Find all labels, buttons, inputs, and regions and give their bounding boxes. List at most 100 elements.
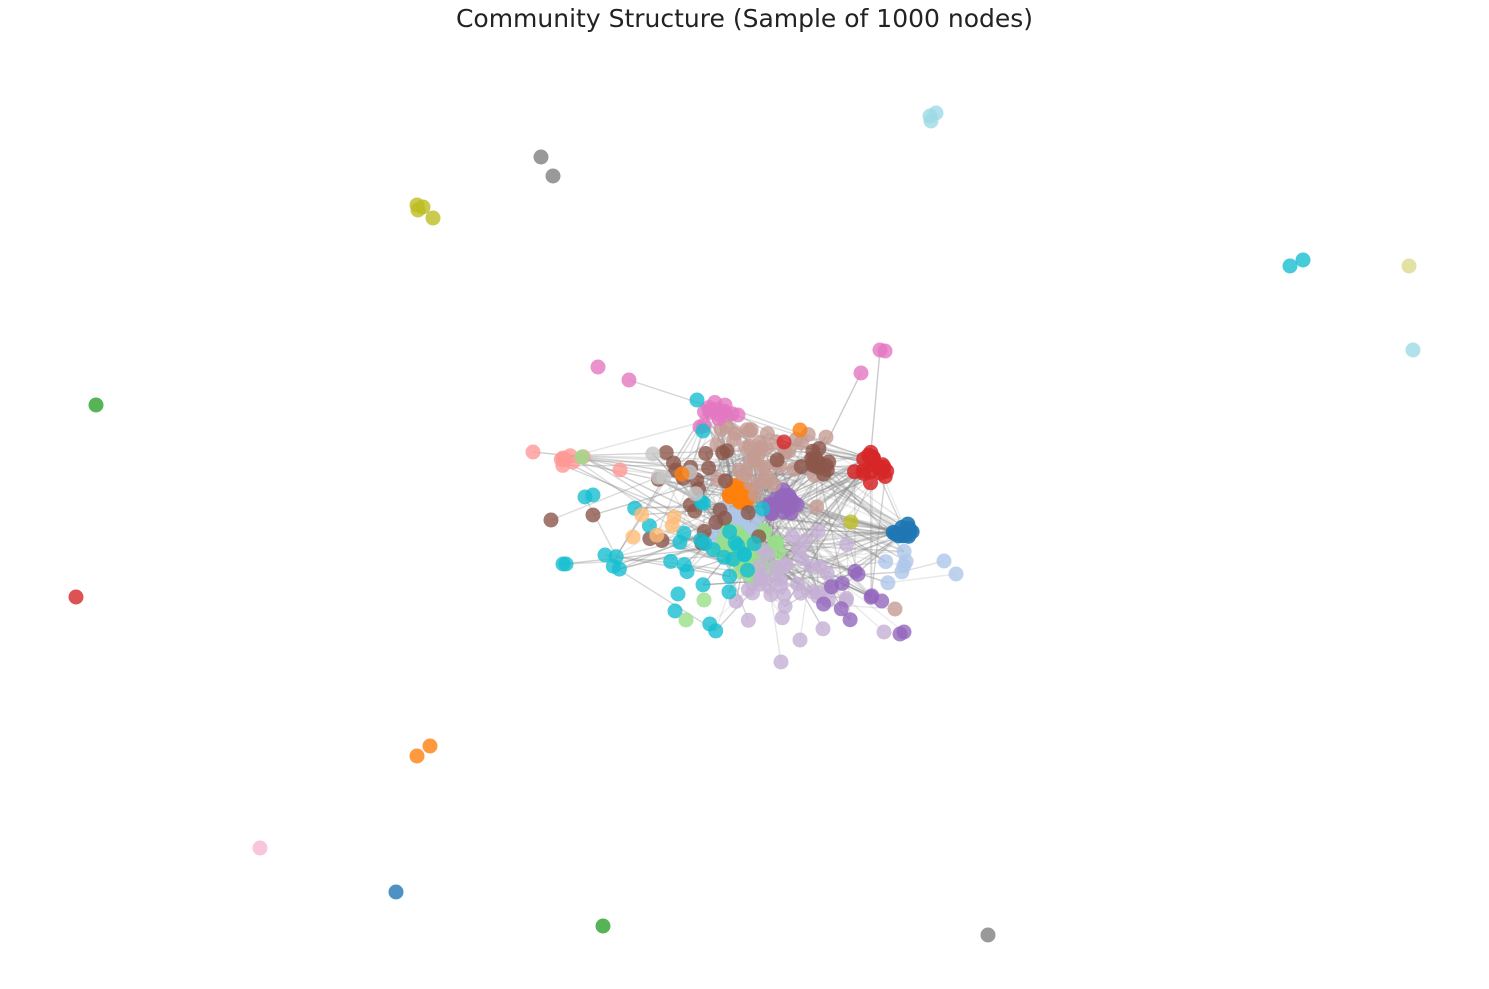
graph-node [842,612,858,628]
graph-node [252,840,268,856]
graph-node [688,486,704,502]
graph-edge [764,533,896,554]
graph-node [736,546,752,562]
graph-node [774,610,790,626]
graph-node [730,407,746,423]
graph-node [735,466,751,482]
graph-edge [799,566,812,641]
graph-edge [869,482,872,598]
graph-edge [814,465,909,535]
graph-node [689,392,705,408]
graph-node [658,445,674,461]
graph-edge [870,476,886,598]
graph-node [980,927,996,943]
graph-node [923,113,939,129]
graph-node [708,623,724,639]
graph-node [747,487,763,503]
graph-node [755,501,771,517]
graph-node [674,466,690,482]
graph-node [863,475,878,491]
graph-node [887,601,903,617]
graph-edge [887,573,957,584]
graph-node [701,460,717,476]
graph-edge [570,455,829,463]
graph-edge [769,531,894,587]
graph-node [769,452,785,468]
graph-node [670,586,686,602]
graph-edge [702,571,902,586]
graph-node [667,603,683,619]
graph-node [767,535,783,551]
graph-node [656,469,672,485]
graph-node [792,541,807,557]
graph-node [725,551,741,567]
graph-node [422,738,438,754]
graph-node [88,397,104,413]
graph-edge [823,473,911,532]
graph-edge [869,349,881,458]
graph-node [585,487,601,503]
graph-node [754,567,770,583]
graph-edge [793,469,859,575]
graph-node [410,202,426,218]
graph-node [698,446,714,461]
graph-node [634,507,650,523]
graph-edge [762,527,910,551]
graph-node [833,601,849,617]
graph-node [865,449,881,465]
graph-node [738,440,754,456]
graph-node [758,473,774,489]
graph-node [425,210,441,226]
graph-node [722,568,738,584]
graph-node [721,584,737,600]
graph-node [717,510,733,526]
graph-edge [584,496,617,557]
graph-node [605,558,621,574]
graph-node [740,562,755,578]
graph-node [388,884,404,900]
graph-node [68,589,84,605]
graph-node [409,748,425,764]
graph-node [777,598,793,614]
graph-node [679,564,695,580]
graph-node [543,512,559,528]
graph-edge [825,464,909,525]
graph-node [782,491,798,507]
graph-edge [570,447,819,457]
node-layer [68,105,1421,943]
graph-node [790,576,805,592]
graph-node [816,596,832,612]
graph-edge [780,476,886,587]
graph-node [773,572,789,587]
graph-node [585,507,601,523]
graph-node [818,429,834,445]
graph-node [740,582,756,598]
graph-node [810,524,826,540]
graph-node [877,343,893,359]
graph-node [773,654,789,670]
graph-node [595,918,611,934]
graph-node [746,536,762,552]
graph-node [876,624,892,640]
graph-edge [612,565,717,632]
graph-node [759,426,775,442]
graph-node [792,422,808,438]
graph-node [815,621,831,637]
graph-edge [801,550,905,559]
graph-node [625,529,641,545]
graph-node [892,626,908,642]
graph-node [778,557,794,573]
graph-node [743,454,759,470]
graph-node [792,632,808,648]
graph-node [740,505,756,521]
graph-node [666,455,681,471]
graph-node [880,575,896,591]
graph-node [697,536,713,552]
graph-node [597,547,613,563]
graph-node [948,566,964,582]
graph-node [853,365,869,381]
graph-edge [663,476,703,544]
graph-node [664,518,680,534]
graph-node [805,454,821,470]
